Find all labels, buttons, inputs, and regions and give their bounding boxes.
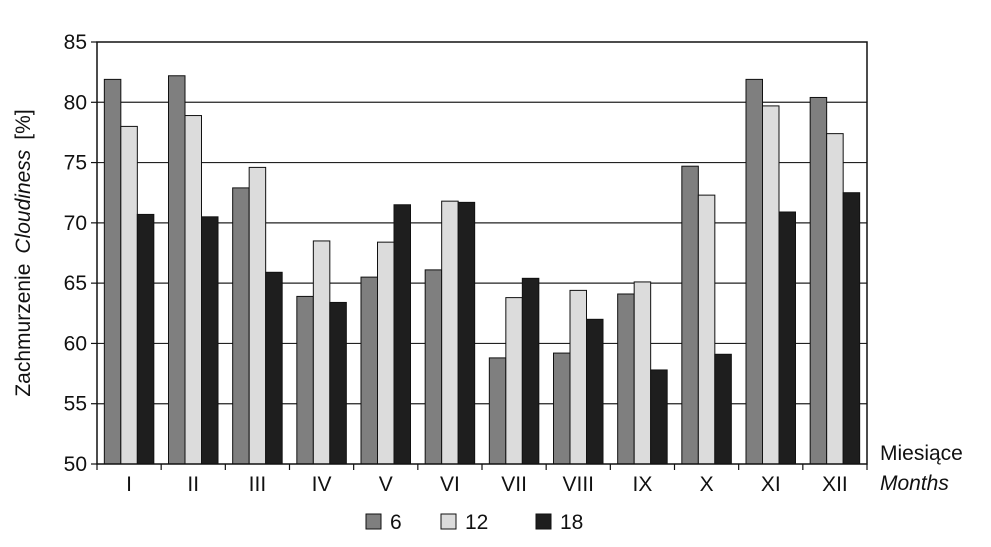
x-tick-label: IX <box>632 473 652 496</box>
y-tick-label: 85 <box>64 31 87 54</box>
bar-V-series-6 <box>360 276 378 465</box>
bar-VIII-series-18 <box>586 318 604 465</box>
legend-swatch-12 <box>440 513 457 530</box>
x-axis-title-line2: Months <box>880 472 949 495</box>
y-axis-title-italic: Cloudiness <box>12 149 35 253</box>
bar-IV-series-18 <box>329 301 347 465</box>
bar-IV-series-12 <box>312 240 331 465</box>
x-axis-ticks: I II III IV V VI VII VIII IX X XI XII <box>96 464 868 496</box>
bar-VI-series-6 <box>424 269 443 465</box>
bar-III-series-18 <box>265 271 283 465</box>
bar-IX-series-6 <box>617 293 635 465</box>
bar-VI-series-18 <box>457 201 476 465</box>
legend-swatch-6 <box>365 513 382 530</box>
bar-X-series-18 <box>714 353 732 465</box>
bar-I-series-6 <box>103 78 122 465</box>
y-tick-label: 80 <box>64 91 87 114</box>
y-tick-label: 70 <box>64 212 87 235</box>
x-tick-label: V <box>379 473 393 496</box>
bar-VII-series-6 <box>488 357 507 465</box>
y-tick-label: 75 <box>64 152 87 175</box>
bar-IX-series-18 <box>650 369 668 465</box>
bar-I-series-12 <box>120 125 138 465</box>
bar-XII-series-6 <box>809 96 828 465</box>
x-axis-title-line1: Miesiące <box>880 442 963 465</box>
y-tick-label: 65 <box>64 272 87 295</box>
gridlines <box>97 101 867 405</box>
y-tick-label: 55 <box>64 393 87 416</box>
bar-VII-series-12 <box>505 297 523 465</box>
x-tick-label: II <box>187 473 199 496</box>
bar-X-series-6 <box>681 165 699 465</box>
x-tick-label: I <box>126 473 132 496</box>
y-axis-title: Zachmurzenie Cloudiness [%] <box>12 109 35 396</box>
bar-VIII-series-6 <box>553 352 571 465</box>
x-tick-label: VIII <box>562 473 594 496</box>
legend-label-12: 12 <box>465 511 488 534</box>
bar-XI-series-6 <box>745 78 763 465</box>
y-axis-ticks: 50 55 60 65 70 75 80 85 <box>64 31 97 476</box>
bar-III-series-12 <box>248 166 267 465</box>
x-tick-label: III <box>249 473 267 496</box>
bar-XI-series-12 <box>762 105 780 465</box>
legend-swatch-18 <box>535 513 552 530</box>
y-tick-label: 50 <box>64 453 87 476</box>
legend-label-18: 18 <box>560 511 583 534</box>
bar-II-series-6 <box>168 75 186 465</box>
bar-II-series-18 <box>201 216 219 465</box>
bars <box>103 75 861 465</box>
y-axis-title-plain: Zachmurzenie <box>12 264 35 397</box>
bar-IX-series-12 <box>633 281 652 465</box>
x-tick-label: VI <box>440 473 460 496</box>
bar-VII-series-18 <box>521 277 540 465</box>
x-tick-label: IV <box>312 473 332 496</box>
y-tick-label: 60 <box>64 332 87 355</box>
bar-XII-series-18 <box>842 192 861 465</box>
x-tick-label: X <box>700 473 714 496</box>
bar-III-series-6 <box>232 187 250 465</box>
x-tick-label: XII <box>822 473 848 496</box>
bar-IV-series-6 <box>296 295 314 465</box>
y-axis-title-unit: [%] <box>12 109 35 139</box>
bar-I-series-18 <box>136 213 155 465</box>
bar-V-series-18 <box>393 204 411 465</box>
bar-XI-series-18 <box>778 211 796 465</box>
bar-VIII-series-12 <box>569 289 587 465</box>
bar-VI-series-12 <box>441 200 459 465</box>
bar-XII-series-12 <box>826 133 844 465</box>
x-tick-label: XI <box>761 473 781 496</box>
bar-V-series-12 <box>377 241 395 465</box>
legend: 6 12 18 <box>365 511 583 534</box>
bar-X-series-12 <box>697 194 716 465</box>
bar-II-series-12 <box>184 115 202 465</box>
legend-label-6: 6 <box>390 511 402 534</box>
x-tick-label: VII <box>501 473 527 496</box>
